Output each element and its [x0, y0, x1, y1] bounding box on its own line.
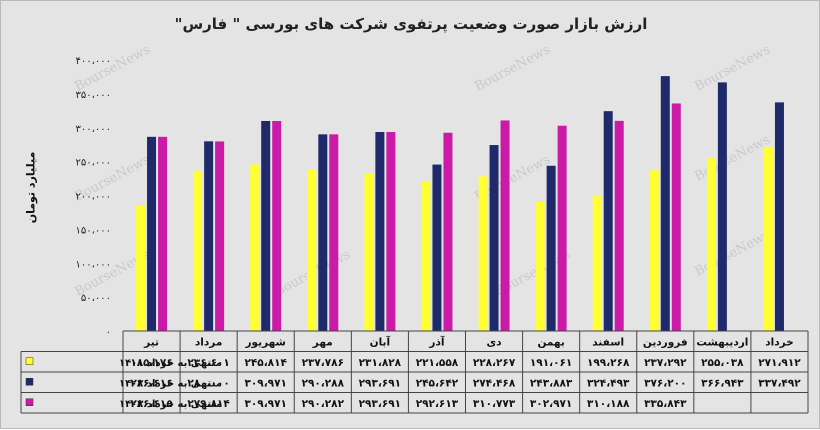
bar: [489, 145, 499, 331]
data-label: ۲۷۹،۸۱۴: [187, 398, 230, 410]
bar: [557, 125, 567, 331]
data-label: ۳۳۷،۴۹۲: [758, 377, 801, 389]
data-label: ۱۹۹،۲۶۸: [587, 357, 630, 369]
y-tick-label: ۲۰۰،۰۰۰: [76, 192, 111, 203]
bar: [432, 164, 442, 331]
data-label: ۳۶۶،۹۴۳: [701, 377, 744, 389]
data-label: ۲۸۶،۶۱۵: [130, 398, 173, 410]
data-label: ۲۹۳،۶۹۱: [359, 377, 401, 389]
bar: [671, 103, 681, 331]
x-tick-label: فروردین: [643, 336, 688, 348]
legend-label: منتهی به خرداد ۱۴۰۱: [119, 358, 222, 369]
data-label: ۲۳۶،۶۰۱: [187, 357, 229, 369]
bar: [318, 134, 328, 331]
legend-swatch: [25, 378, 34, 386]
legend-label: منتهی به خرداد ۱۴۰۳: [119, 399, 222, 410]
legend-swatch: [25, 398, 34, 406]
bar: [386, 132, 396, 331]
data-label: ۳۱۰،۷۷۳: [473, 398, 516, 410]
bar: [443, 132, 453, 331]
data-label: ۲۳۱،۸۲۸: [359, 357, 402, 369]
data-label: ۲۷۱،۹۱۲: [758, 357, 801, 369]
chart-title: ارزش بازار صورت وضعیت پرتفوی شرکت های بو…: [174, 15, 648, 33]
bar: [136, 205, 146, 331]
bar: [535, 201, 545, 331]
data-label: ۱۹۱،۰۶۱: [530, 357, 572, 369]
bar: [717, 82, 727, 331]
bar: [147, 136, 157, 331]
y-tick-label: ۱۰۰،۰۰۰: [76, 259, 111, 270]
data-label: ۳۰۹،۹۷۱: [244, 377, 286, 389]
data-label: ۳۳۵،۸۴۳: [644, 398, 687, 410]
x-tick-label: اسفند: [592, 336, 624, 348]
data-label: ۲۹۲،۶۱۳: [416, 398, 459, 410]
x-tick-label: بهمن: [537, 336, 564, 348]
data-label: ۳۲۴،۴۹۳: [587, 377, 630, 389]
bar: [329, 134, 339, 331]
data-label: ۲۴۵،۸۱۴: [244, 357, 287, 369]
x-tick-label: دی: [487, 336, 503, 348]
bar: [660, 76, 670, 331]
bar: [193, 170, 203, 331]
y-tick-label: ۲۵۰،۰۰۰: [76, 158, 111, 169]
bar: [421, 180, 431, 331]
bar: [364, 173, 374, 331]
x-tick-label: خرداد: [765, 336, 793, 348]
bar: [649, 170, 659, 331]
bar: [307, 169, 317, 331]
bar: [261, 120, 271, 331]
data-label: ۲۹۳،۶۹۱: [359, 398, 401, 410]
data-label: ۳۱۰،۱۸۸: [587, 398, 630, 410]
data-label: ۲۸۶،۶۱۶: [130, 377, 172, 389]
data-label: ۱۸۵،۱۷۶: [130, 357, 172, 369]
data-label: ۲۳۷،۲۹۲: [644, 357, 687, 369]
x-tick-label: تیر: [143, 336, 159, 348]
data-label: ۲۴۵،۶۴۲: [416, 377, 459, 389]
bar: [158, 136, 168, 331]
x-tick-label: آبان: [370, 335, 391, 348]
data-label: ۲۹۰،۲۸۲: [302, 398, 345, 410]
y-tick-label: ۳۵۰،۰۰۰: [76, 90, 111, 101]
y-tick-label: ۵۰،۰۰۰: [81, 293, 111, 304]
x-tick-label: اردیبهشت: [696, 336, 748, 348]
data-label: ۳۰۹،۹۷۱: [244, 398, 286, 410]
bar: [592, 195, 602, 331]
bar: [706, 158, 716, 331]
y-tick-label: ۰: [106, 327, 111, 338]
bar: [478, 176, 488, 331]
data-label: ۳۰۲،۹۷۱: [530, 398, 572, 410]
x-tick-label: آذر: [428, 335, 444, 348]
data-label: ۲۲۱،۵۵۸: [416, 357, 459, 369]
data-label: ۲۷۴،۴۶۸: [473, 377, 516, 389]
bar: [272, 120, 282, 331]
bar: [614, 120, 624, 332]
bar: [204, 141, 214, 331]
x-tick-label: مرداد: [195, 336, 222, 348]
y-tick-label: ۴۰۰،۰۰۰: [76, 56, 111, 67]
data-label: ۲۳۷،۷۸۶: [302, 357, 344, 369]
y-tick-label: ۳۰۰،۰۰۰: [76, 124, 111, 135]
bar: [603, 111, 613, 331]
data-label: ۲۲۸،۲۶۷: [473, 357, 516, 369]
bar: [774, 102, 784, 331]
x-tick-label: مهر: [312, 336, 333, 348]
bar: [375, 132, 385, 331]
bar: [215, 141, 225, 331]
bar: [763, 146, 773, 331]
legend-label: منتهی به خرداد ۱۴۰۲: [119, 378, 222, 389]
bar: [500, 120, 510, 331]
data-label: ۲۹۰،۲۸۸: [302, 377, 345, 389]
bar: [546, 165, 556, 331]
legend-swatch: [25, 357, 34, 365]
data-label: ۲۸۰،۰۰۰: [187, 377, 229, 389]
bar: [250, 164, 260, 331]
x-tick-label: شهریور: [245, 336, 286, 348]
data-label: ۲۴۳،۸۸۳: [530, 377, 573, 389]
data-label: ۳۷۶،۲۰۰: [644, 377, 686, 389]
data-label: ۲۵۵،۰۳۸: [701, 357, 744, 369]
y-tick-label: ۱۵۰،۰۰۰: [76, 225, 111, 236]
